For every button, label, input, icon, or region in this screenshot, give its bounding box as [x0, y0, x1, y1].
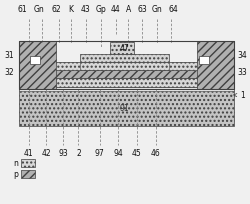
Text: 91: 91	[120, 104, 129, 113]
Bar	[19, 87, 234, 91]
Bar	[80, 54, 169, 62]
Text: 31: 31	[5, 51, 15, 60]
Bar	[21, 170, 35, 178]
Text: 45: 45	[132, 149, 142, 158]
Text: 34: 34	[238, 51, 248, 60]
Text: 43: 43	[81, 5, 91, 14]
Bar	[169, 62, 197, 70]
Text: 97: 97	[95, 149, 104, 158]
Bar	[30, 56, 40, 64]
Bar	[19, 70, 234, 78]
Text: 94: 94	[114, 149, 123, 158]
Text: 61: 61	[18, 5, 27, 14]
Text: n: n	[14, 159, 18, 168]
Bar	[110, 42, 134, 54]
Text: 32: 32	[5, 68, 15, 77]
Bar	[19, 41, 234, 89]
Text: 33: 33	[238, 68, 248, 77]
Text: Gn: Gn	[152, 5, 162, 14]
Text: 1: 1	[234, 91, 245, 100]
Bar	[19, 88, 234, 126]
Bar	[19, 62, 234, 70]
Text: 62: 62	[51, 5, 61, 14]
Bar	[19, 78, 234, 87]
Text: p: p	[14, 170, 18, 179]
Bar	[19, 41, 56, 89]
Text: 2: 2	[76, 149, 81, 158]
Text: 47: 47	[120, 44, 129, 53]
Text: 63: 63	[137, 5, 147, 14]
Bar	[21, 159, 35, 167]
Text: A: A	[126, 5, 131, 14]
Text: 42: 42	[41, 149, 51, 158]
Bar	[199, 56, 209, 64]
Bar	[197, 41, 234, 89]
Text: 64: 64	[168, 5, 178, 14]
Text: K: K	[68, 5, 73, 14]
Bar	[56, 62, 80, 70]
Text: 93: 93	[58, 149, 68, 158]
Text: 41: 41	[24, 149, 34, 158]
Text: Gp: Gp	[96, 5, 106, 14]
Text: 46: 46	[151, 149, 160, 158]
Text: 44: 44	[111, 5, 121, 14]
Text: Gn: Gn	[33, 5, 44, 14]
